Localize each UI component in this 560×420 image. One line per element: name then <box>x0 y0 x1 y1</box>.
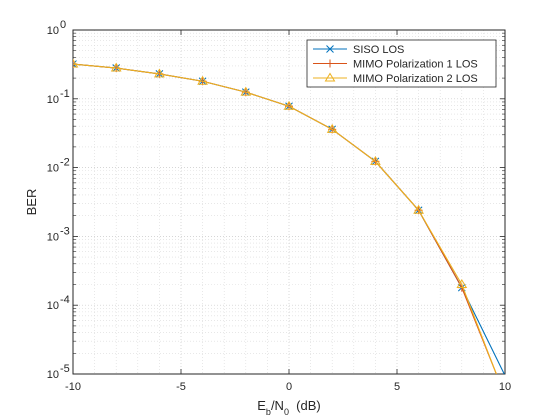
y-tick-label: 10 <box>47 231 59 243</box>
y-tick-label-exponent: -3 <box>60 225 70 237</box>
series-line <box>73 63 497 374</box>
x-tick-label: -5 <box>176 381 186 393</box>
y-tick-label-exponent: -1 <box>60 88 70 100</box>
series-line <box>73 63 497 374</box>
y-tick-label-exponent: 0 <box>60 19 66 31</box>
x-axis-label: Eb/N0 (dB) <box>257 398 321 417</box>
triangle-marker <box>73 58 79 68</box>
y-tick-label: 10 <box>47 369 59 381</box>
x-tick-label: 5 <box>394 381 400 393</box>
triangle-marker <box>324 72 336 82</box>
legend-label: SISO LOS <box>353 44 404 56</box>
x-marker <box>73 60 77 68</box>
x-tick-label: -10 <box>65 381 81 393</box>
y-axis-label: BER <box>24 189 39 216</box>
x-tick-labels: -10 -5 0 5 10 <box>65 381 511 393</box>
y-tick-label: 10 <box>47 25 59 37</box>
plus-marker <box>326 59 334 68</box>
triangle-marker <box>240 86 252 96</box>
triangle-marker <box>197 75 208 85</box>
legend: SISO LOS MIMO Polarization 1 LOS MIMO Pola… <box>306 39 497 88</box>
y-tick-label-exponent: -4 <box>60 294 70 306</box>
triangle-marker <box>154 68 165 78</box>
legend-label: MIMO Polarization 2 LOS <box>353 73 478 85</box>
triangle-marker <box>283 100 295 110</box>
series-3 <box>73 58 497 374</box>
y-tick-label: 10 <box>47 300 59 312</box>
axis-ticks <box>72 29 506 375</box>
triangle-marker <box>456 279 468 288</box>
x-tick-label: 0 <box>286 381 292 393</box>
triangle-marker <box>110 62 122 72</box>
x-tick-label: 10 <box>499 381 511 393</box>
triangle-marker <box>370 155 381 165</box>
y-tick-label-exponent: -5 <box>60 363 70 375</box>
triangle-marker <box>326 123 338 133</box>
series-2 <box>73 60 497 374</box>
triangle-marker <box>413 204 424 214</box>
legend-label: MIMO Polarization 1 LOS <box>353 59 478 71</box>
y-tick-label-exponent: -2 <box>60 157 70 169</box>
y-tick-label: 10 <box>47 163 59 175</box>
x-marker <box>326 45 334 53</box>
series-1 <box>73 60 505 374</box>
y-tick-label: 10 <box>47 94 59 106</box>
minor-grid <box>73 30 505 374</box>
series-group <box>73 58 505 374</box>
